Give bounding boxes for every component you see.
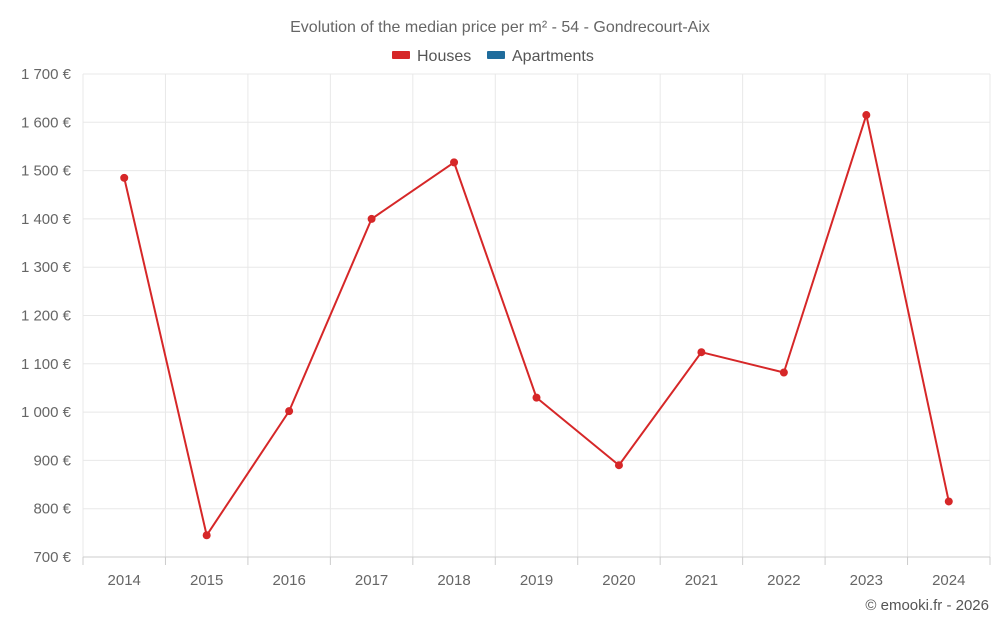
y-tick-label: 700 € <box>33 549 71 566</box>
data-point-houses[interactable] <box>367 214 376 223</box>
data-point-houses[interactable] <box>450 158 459 167</box>
legend-swatch-apartments <box>487 51 505 59</box>
x-tick-label: 2022 <box>767 572 800 589</box>
y-tick-label: 1 700 € <box>21 66 72 83</box>
x-tick-label: 2017 <box>355 572 388 589</box>
data-point-houses[interactable] <box>614 461 623 470</box>
y-tick-label: 1 100 € <box>21 356 72 373</box>
x-tick-label: 2015 <box>190 572 223 589</box>
legend-item-apartments[interactable]: Apartments <box>487 48 594 65</box>
x-tick-label: 2019 <box>520 572 553 589</box>
x-tick-label: 2016 <box>272 572 305 589</box>
x-tick-label: 2018 <box>437 572 470 589</box>
y-tick-label: 800 € <box>33 501 71 518</box>
credit-text: © emooki.fr - 2026 <box>865 597 989 614</box>
x-tick-label: 2024 <box>932 572 965 589</box>
x-tick-label: 2020 <box>602 572 635 589</box>
data-point-houses[interactable] <box>862 111 871 120</box>
y-tick-label: 1 300 € <box>21 259 72 276</box>
data-point-houses[interactable] <box>285 407 294 416</box>
data-point-houses[interactable] <box>202 531 211 540</box>
x-tick-label: 2014 <box>108 572 141 589</box>
y-tick-label: 1 200 € <box>21 308 72 325</box>
legend-label-apartments: Apartments <box>512 48 594 65</box>
y-tick-label: 900 € <box>33 452 71 469</box>
data-point-houses[interactable] <box>697 348 706 357</box>
x-tick-label: 2021 <box>685 572 718 589</box>
data-point-houses[interactable] <box>944 497 953 506</box>
data-point-houses[interactable] <box>779 368 788 377</box>
y-tick-label: 1 500 € <box>21 163 72 180</box>
x-axis-labels: 2014 2015 2016 2017 2018 2019 2020 2021 2022 2023… <box>108 572 966 589</box>
y-axis-labels: 700 € 800 € 900 € 1 000 € 1 100 € 1 200 € 1 30… <box>21 66 72 566</box>
legend: Houses Apartments <box>392 48 594 65</box>
x-tick-label: 2023 <box>850 572 883 589</box>
y-tick-label: 1 000 € <box>21 404 72 421</box>
legend-item-houses[interactable]: Houses <box>392 48 471 65</box>
y-tick-label: 1 600 € <box>21 114 72 131</box>
y-gridlines <box>83 73 990 510</box>
data-point-houses[interactable] <box>532 393 541 402</box>
x-axis <box>82 556 991 565</box>
y-tick-label: 1 400 € <box>21 211 72 228</box>
chart-title: Evolution of the median price per m² - 5… <box>290 19 710 36</box>
series-points <box>120 111 953 540</box>
legend-swatch-houses <box>392 51 410 59</box>
data-point-houses[interactable] <box>120 173 129 182</box>
legend-label-houses: Houses <box>417 48 471 65</box>
